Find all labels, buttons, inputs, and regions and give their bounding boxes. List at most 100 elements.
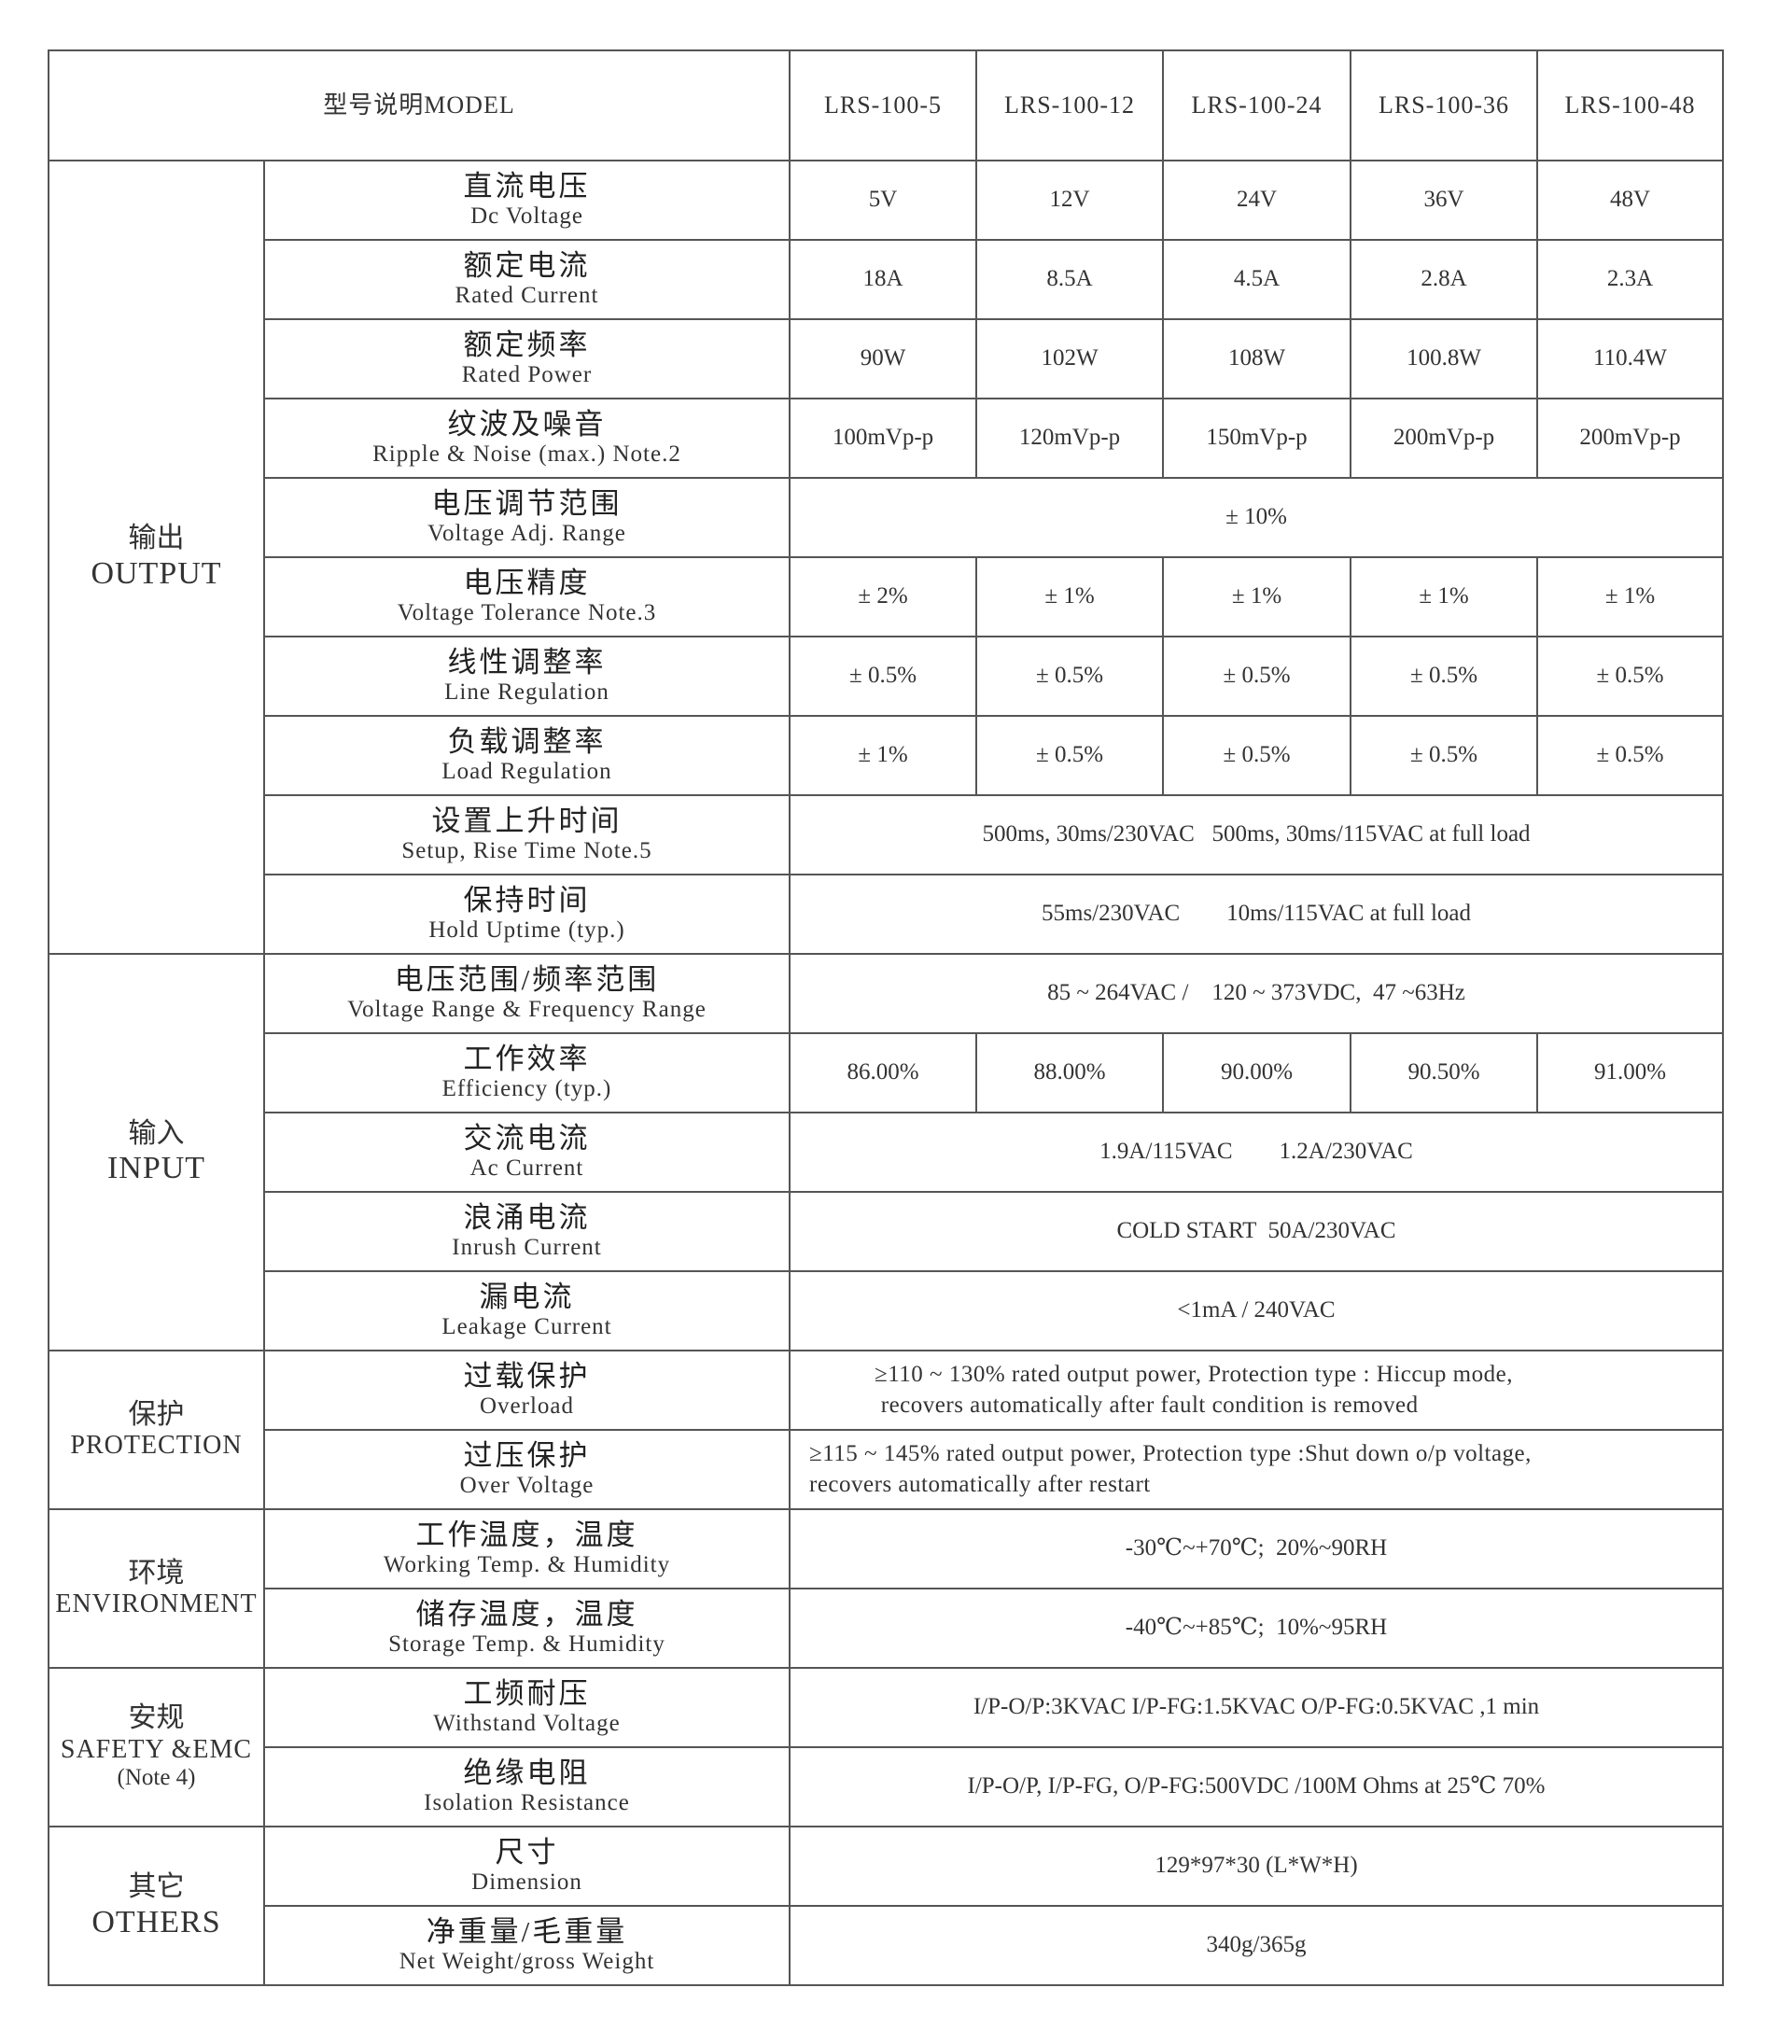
value-cell: 24V xyxy=(1162,160,1351,241)
table-row: 漏电流 Leakage Current <1mA / 240VAC xyxy=(49,1270,1724,1351)
table-row: 输入 INPUT 电压范围/频率范围 Voltage Range & Frequenc… xyxy=(48,953,1724,1351)
value-cell: 91.00% xyxy=(1536,1032,1724,1113)
table-row: 设置上升时间 Setup, Rise Time Note.5 500ms, 30ms… xyxy=(49,794,1724,875)
parameter-label: 浪涌电流 Inrush Current xyxy=(263,1191,791,1272)
value-cell: ± 0.5% xyxy=(1162,715,1351,796)
category-cn: 安规 xyxy=(128,1702,185,1734)
parameter-label: 交流电流 Ac Current xyxy=(263,1112,791,1193)
value-cell: ± 0.5% xyxy=(1350,715,1538,796)
parameter-cn: 绝缘电阻 xyxy=(463,1757,591,1790)
parameter-en: Ripple & Noise (max.) Note.2 xyxy=(372,441,681,467)
value-span-cell: 1.9A/115VAC 1.2A/230VAC xyxy=(789,1112,1724,1193)
category-en: INPUT xyxy=(106,1151,206,1186)
parameter-en: Net Weight/gross Weight xyxy=(399,1948,655,1974)
value-cell: 102W xyxy=(975,318,1164,399)
value-cell: 2.8A xyxy=(1350,239,1538,320)
parameter-cn: 额定频率 xyxy=(463,329,591,362)
parameter-label: 纹波及噪音 Ripple & Noise (max.) Note.2 xyxy=(263,398,791,479)
table-row: 纹波及噪音 Ripple & Noise (max.) Note.2 100mVp-… xyxy=(49,398,1724,479)
parameter-label: 负载调整率 Load Regulation xyxy=(263,715,791,796)
parameter-label: 保持时间 Hold Uptime (typ.) xyxy=(263,874,791,955)
table-row: 工作效率 Efficiency (typ.) 86.00% 88.00% 90.00% 9… xyxy=(49,1032,1724,1113)
category-cn: 输出 xyxy=(128,523,185,554)
table-row: 保护 PROTECTION 过载保护 Overload ≥110 ~ 130% rate… xyxy=(48,1350,1724,1510)
value-cell: 2.3A xyxy=(1536,239,1724,320)
value-cell: ± 1% xyxy=(1536,556,1724,637)
parameter-label: 工作温度，温度 Working Temp. & Humidity xyxy=(263,1508,791,1589)
parameter-label: 净重量/毛重量 Net Weight/gross Weight xyxy=(263,1905,791,1986)
value-span-cell: I/P-O/P, I/P-FG, O/P-FG:500VDC /100M Ohm… xyxy=(789,1746,1724,1827)
category-cell: 其它 OTHERS xyxy=(48,1826,265,1986)
table-row: 输出 OUTPUT 直流电压 Dc Voltage 5V 12V 24V 36V 48V xyxy=(48,160,1724,955)
value-cell: 100mVp-p xyxy=(789,398,977,479)
model-name: LRS-100-36 xyxy=(1350,49,1538,161)
category-cell: 输入 INPUT xyxy=(48,953,265,1351)
parameter-label: 线性调整率 Line Regulation xyxy=(263,636,791,717)
parameter-label: 额定频率 Rated Power xyxy=(263,318,791,399)
parameter-cn: 尺寸 xyxy=(495,1836,559,1869)
value-cell: ± 1% xyxy=(975,556,1164,637)
parameter-cn: 过载保护 xyxy=(463,1360,591,1393)
parameter-cn: 电压范围/频率范围 xyxy=(394,963,660,997)
parameter-en: Working Temp. & Humidity xyxy=(383,1551,671,1577)
parameter-en: Withstand Voltage xyxy=(433,1710,621,1736)
value-cell: ± 0.5% xyxy=(1162,636,1351,717)
value-cell: ± 1% xyxy=(1350,556,1538,637)
table-row: 负载调整率 Load Regulation ± 1% ± 0.5% ± 0.5% ± 0.… xyxy=(49,715,1724,796)
parameter-en: Line Regulation xyxy=(444,679,609,705)
value-cell: 90.00% xyxy=(1162,1032,1351,1113)
value-cell: ± 0.5% xyxy=(975,715,1164,796)
value-cell: ± 1% xyxy=(1162,556,1351,637)
value-line: ≥115 ~ 145% rated output power, Protecti… xyxy=(809,1441,1532,1466)
value-span-cell: -40℃~+85℃; 10%~95RH xyxy=(789,1588,1724,1669)
model-name: LRS-100-12 xyxy=(975,49,1164,161)
parameter-cn: 漏电流 xyxy=(479,1281,575,1314)
value-line: recovers automatically after fault condi… xyxy=(875,1392,1419,1418)
category-cn: 环境 xyxy=(128,1557,185,1589)
parameter-label: 设置上升时间 Setup, Rise Time Note.5 xyxy=(263,794,791,875)
parameter-en: Ac Current xyxy=(469,1155,584,1181)
parameter-label: 电压调节范围 Voltage Adj. Range xyxy=(263,477,791,558)
category-note: (Note 4) xyxy=(117,1764,196,1790)
value-line: ≥110 ~ 130% rated output power, Protecti… xyxy=(875,1362,1513,1387)
parameter-cn: 线性调整率 xyxy=(447,646,607,679)
value-span-cell: ≥110 ~ 130% rated output power, Protecti… xyxy=(789,1350,1724,1431)
value-cell: 36V xyxy=(1350,160,1538,241)
value-span-cell: I/P-O/P:3KVAC I/P-FG:1.5KVAC O/P-FG:0.5K… xyxy=(789,1667,1724,1748)
parameter-label: 尺寸 Dimension xyxy=(263,1826,791,1907)
value-span-cell: -30℃~+70℃; 20%~90RH xyxy=(789,1508,1724,1589)
value-cell: 120mVp-p xyxy=(975,398,1164,479)
parameter-en: Inrush Current xyxy=(452,1234,602,1260)
category-cell: 环境 ENVIRONMENT xyxy=(48,1508,265,1669)
table-row: 线性调整率 Line Regulation ± 0.5% ± 0.5% ± 0.5% ± … xyxy=(49,636,1724,717)
table-row: 储存温度，温度 Storage Temp. & Humidity -40℃~+85℃… xyxy=(49,1588,1724,1669)
value-cell: 88.00% xyxy=(975,1032,1164,1113)
parameter-en: Dc Voltage xyxy=(470,203,583,229)
parameter-label: 直流电压 Dc Voltage xyxy=(263,160,791,241)
parameter-label: 工频耐压 Withstand Voltage xyxy=(263,1667,791,1748)
parameter-cn: 负载调整率 xyxy=(447,725,607,759)
table-row: 绝缘电阻 Isolation Resistance I/P-O/P, I/P-FG,… xyxy=(49,1746,1724,1827)
parameter-en: Storage Temp. & Humidity xyxy=(388,1631,665,1657)
value-span-cell: COLD START 50A/230VAC xyxy=(789,1191,1724,1272)
value-span-cell: ± 10% xyxy=(789,477,1724,558)
parameter-cn: 额定电流 xyxy=(463,249,591,283)
parameter-en: Efficiency (typ.) xyxy=(441,1075,612,1101)
category-cell: 安规 SAFETY &EMC (Note 4) xyxy=(48,1667,265,1827)
table-row: 额定电流 Rated Current 18A 8.5A 4.5A 2.8A 2.3A xyxy=(49,239,1724,320)
parameter-label: 电压范围/频率范围 Voltage Range & Frequency Range xyxy=(263,953,791,1034)
parameter-en: Overload xyxy=(479,1393,575,1419)
value-cell: 90.50% xyxy=(1350,1032,1538,1113)
value-cell: ± 0.5% xyxy=(975,636,1164,717)
value-span-cell: 500ms, 30ms/230VAC 500ms, 30ms/115VAC at… xyxy=(789,794,1724,875)
category-en: OUTPUT xyxy=(91,555,222,591)
parameter-cn: 交流电流 xyxy=(463,1122,591,1155)
value-cell: 200mVp-p xyxy=(1350,398,1538,479)
parameter-label: 电压精度 Voltage Tolerance Note.3 xyxy=(263,556,791,637)
parameter-en: Rated Power xyxy=(461,361,593,387)
table-row: 额定频率 Rated Power 90W 102W 108W 100.8W 110.4W xyxy=(49,318,1724,399)
category-cell: 保护 PROTECTION xyxy=(48,1350,265,1510)
table-row: 浪涌电流 Inrush Current COLD START 50A/230VAC xyxy=(49,1191,1724,1272)
value-cell: 150mVp-p xyxy=(1162,398,1351,479)
category-en: SAFETY &EMC xyxy=(60,1734,253,1764)
